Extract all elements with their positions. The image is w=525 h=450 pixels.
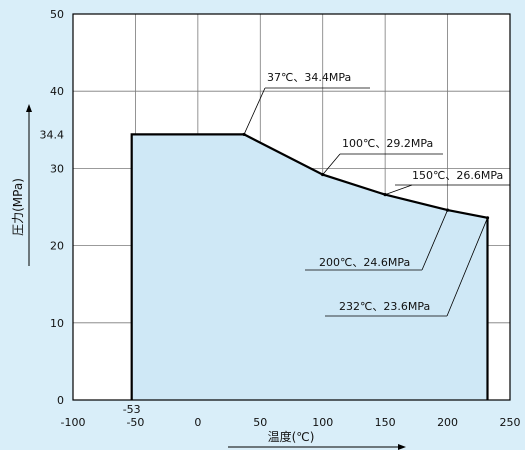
y-tick-label-extra: 34.4 bbox=[40, 128, 65, 141]
y-tick-label: 50 bbox=[50, 8, 64, 21]
annotation-label: 200℃、24.6MPa bbox=[319, 256, 410, 269]
annotation-point bbox=[321, 172, 325, 177]
y-tick-label: 30 bbox=[50, 162, 64, 175]
y-tick-label: 10 bbox=[50, 317, 64, 330]
plot-frame bbox=[72, 13, 511, 401]
y-tick-labels: 0 10 20 30 40 50 34.4 bbox=[40, 8, 65, 407]
x-tick-label-extra: -53 bbox=[123, 403, 141, 416]
annotation-leader bbox=[385, 184, 413, 196]
x-tick-label: 150 bbox=[375, 416, 396, 429]
y-axis-arrow-head bbox=[26, 104, 32, 112]
x-tick-label: 200 bbox=[437, 416, 458, 429]
annotation-point bbox=[383, 193, 387, 197]
operating-range-boundary-line bbox=[130, 133, 489, 400]
x-tick-label: -50 bbox=[126, 416, 144, 429]
x-tick-label: 250 bbox=[500, 416, 521, 429]
annotations: 37℃、34.4MPa 100℃、29.2MPa 150℃、26.6MPa 200℃、… bbox=[242, 71, 510, 317]
y-tick-label: 0 bbox=[57, 394, 64, 407]
operating-range-area bbox=[131, 134, 488, 400]
x-tick-label: 50 bbox=[253, 416, 267, 429]
annotation-leader bbox=[243, 87, 266, 135]
x-tick-labels: -100 -50 0 50 100 150 200 250 -53 bbox=[61, 403, 521, 429]
annotation-label: 100℃、29.2MPa bbox=[342, 137, 433, 150]
annotation-point bbox=[445, 208, 450, 212]
annotation-leader bbox=[421, 209, 448, 271]
annotation-point bbox=[242, 132, 246, 137]
y-tick-label: 40 bbox=[50, 85, 64, 98]
annotation-label: 37℃、34.4MPa bbox=[267, 71, 351, 84]
annotation-leader bbox=[446, 217, 488, 317]
annotation-label: 150℃、26.6MPa bbox=[412, 169, 503, 182]
x-axis-title: 温度(℃) bbox=[268, 429, 315, 444]
annotation-point bbox=[485, 216, 490, 220]
x-axis-arrow-head bbox=[398, 444, 406, 450]
y-tick-label: 20 bbox=[50, 240, 64, 253]
x-tick-label: 0 bbox=[194, 416, 201, 429]
annotation-label: 232℃、23.6MPa bbox=[339, 300, 430, 313]
x-tick-label: 100 bbox=[312, 416, 333, 429]
x-tick-label: -100 bbox=[61, 416, 86, 429]
y-axis-title: 圧力(MPa) bbox=[11, 178, 25, 236]
annotation-leader bbox=[322, 153, 341, 175]
